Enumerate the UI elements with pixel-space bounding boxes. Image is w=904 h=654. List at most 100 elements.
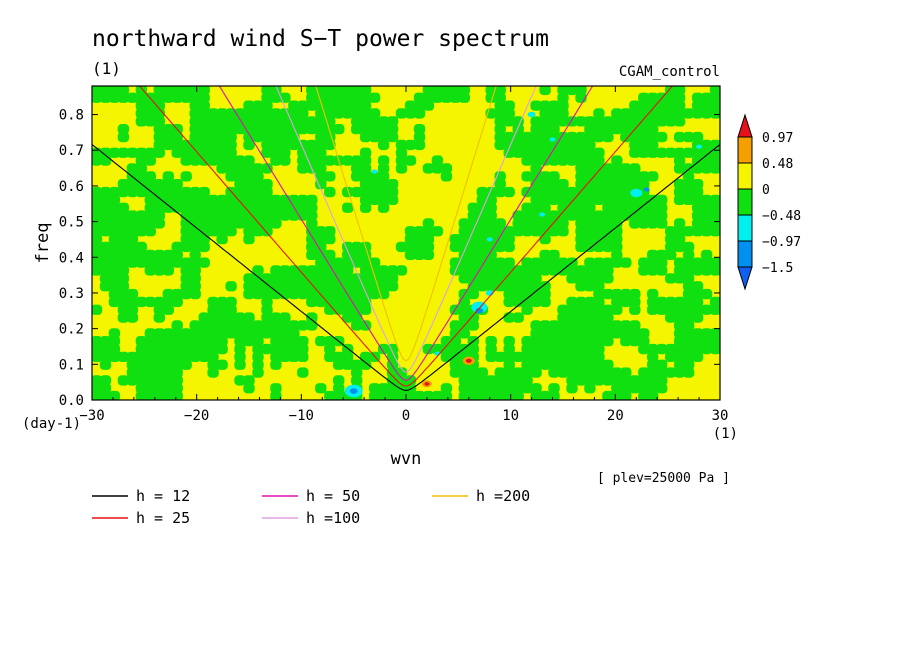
field-cell bbox=[270, 343, 282, 355]
field-cell bbox=[485, 257, 497, 268]
field-cell bbox=[216, 328, 228, 339]
field-cell bbox=[620, 179, 632, 190]
field-cell bbox=[521, 131, 533, 143]
field-cell bbox=[359, 155, 372, 166]
field-cell bbox=[162, 139, 174, 151]
field-cell bbox=[162, 265, 174, 276]
field-cell bbox=[467, 241, 479, 253]
field-cell bbox=[153, 296, 165, 308]
field-cell bbox=[700, 328, 713, 339]
field-cell bbox=[521, 304, 533, 315]
field-cell bbox=[225, 139, 237, 151]
field-cell bbox=[566, 131, 578, 143]
field-cell bbox=[638, 375, 650, 386]
field-cell bbox=[431, 343, 444, 355]
field-cell bbox=[620, 186, 632, 198]
field-cell bbox=[144, 155, 156, 166]
field-cell bbox=[171, 147, 183, 158]
field-cell bbox=[647, 124, 659, 135]
field-cell bbox=[234, 351, 246, 362]
field-cell bbox=[673, 92, 686, 103]
field-spot bbox=[527, 111, 536, 118]
field-cell bbox=[557, 359, 569, 370]
field-cell bbox=[207, 108, 219, 119]
field-cell bbox=[207, 210, 219, 221]
field-cell bbox=[467, 210, 479, 221]
field-cell bbox=[135, 210, 148, 221]
field-cell bbox=[189, 194, 201, 205]
field-cell bbox=[243, 202, 255, 213]
field-cell bbox=[539, 171, 551, 182]
field-cell bbox=[638, 210, 650, 221]
field-cell bbox=[351, 116, 363, 127]
colorbar-over-triangle bbox=[737, 113, 753, 138]
field-cell bbox=[171, 249, 183, 260]
field-cell bbox=[297, 336, 309, 347]
field-cell bbox=[673, 147, 686, 158]
field-cell bbox=[557, 108, 569, 119]
field-cell bbox=[261, 218, 273, 229]
field-cell bbox=[647, 171, 659, 182]
field-cell bbox=[539, 336, 551, 347]
field-cell bbox=[665, 147, 677, 158]
field-spot bbox=[486, 237, 493, 242]
colorbar-swatch bbox=[737, 240, 753, 268]
field-cell bbox=[575, 328, 587, 339]
field-cell bbox=[297, 155, 309, 166]
field-cell bbox=[198, 100, 210, 111]
field-cell bbox=[243, 100, 255, 111]
spectral-field bbox=[92, 86, 720, 400]
field-cell bbox=[216, 163, 228, 174]
field-cell bbox=[315, 100, 327, 111]
field-cell bbox=[530, 100, 542, 111]
field-cell bbox=[602, 375, 614, 386]
field-cell bbox=[673, 296, 686, 308]
field-cell bbox=[476, 383, 488, 394]
field-cell bbox=[404, 226, 417, 237]
field-cell bbox=[709, 328, 720, 339]
field-cell bbox=[189, 202, 201, 213]
field-cell bbox=[252, 116, 264, 127]
field-cell bbox=[225, 171, 237, 182]
field-cell bbox=[117, 265, 130, 276]
field-cell bbox=[126, 179, 139, 190]
x-tick-label: −30 bbox=[79, 408, 104, 424]
field-cell bbox=[458, 328, 470, 339]
field-cell bbox=[593, 163, 605, 174]
field-cell bbox=[261, 147, 273, 158]
field-cell bbox=[575, 131, 587, 143]
field-cell bbox=[691, 328, 704, 339]
field-cell bbox=[512, 139, 524, 151]
field-cell bbox=[198, 116, 210, 127]
field-cell bbox=[92, 234, 103, 245]
field-cell bbox=[189, 288, 201, 300]
field-cell bbox=[440, 390, 453, 400]
field-cell bbox=[386, 124, 399, 135]
field-cell bbox=[682, 265, 695, 276]
field-cell bbox=[593, 375, 605, 386]
field-cell bbox=[584, 351, 596, 362]
field-cell bbox=[108, 257, 121, 268]
field-cell bbox=[485, 351, 497, 362]
field-cell bbox=[611, 304, 623, 315]
field-cell bbox=[584, 367, 596, 378]
field-cell bbox=[306, 226, 318, 237]
field-cell bbox=[665, 351, 677, 362]
field-cell bbox=[548, 194, 560, 205]
field-cell bbox=[153, 351, 165, 362]
field-cell bbox=[315, 139, 327, 151]
field-cell bbox=[449, 320, 462, 331]
field-cell bbox=[216, 155, 228, 166]
field-cell bbox=[476, 202, 488, 213]
field-cell bbox=[368, 186, 381, 198]
field-cell bbox=[306, 281, 318, 292]
field-cell bbox=[494, 257, 506, 268]
field-cell bbox=[593, 304, 605, 315]
field-cell bbox=[548, 265, 560, 276]
field-cell bbox=[665, 304, 677, 315]
field-cell bbox=[665, 241, 677, 253]
field-cell bbox=[422, 218, 435, 229]
field-cell bbox=[368, 179, 381, 190]
field-cell bbox=[602, 218, 614, 229]
field-cell bbox=[252, 367, 264, 378]
